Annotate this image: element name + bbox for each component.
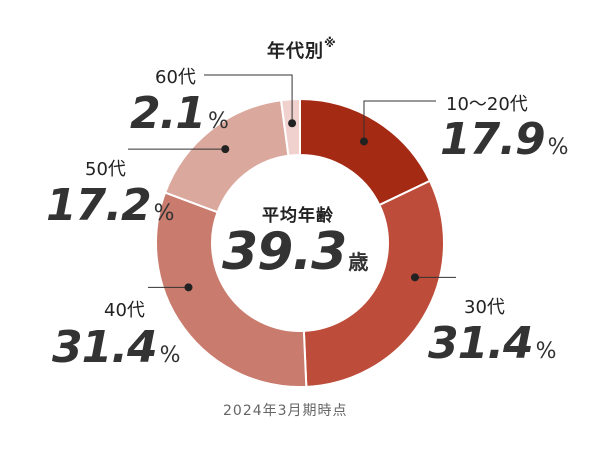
chart-title: 年代別※ xyxy=(267,36,337,62)
value-label-10-20: 17.9% xyxy=(440,114,569,165)
slice-30 xyxy=(302,179,445,388)
leader-dot-40 xyxy=(184,283,193,292)
value-label-30: 31.4% xyxy=(428,318,557,369)
slice-60 xyxy=(279,97,301,157)
value-label-40: 31.4% xyxy=(52,322,181,373)
leader-line-60 xyxy=(204,74,293,124)
category-label-30: 30代 xyxy=(464,297,505,318)
category-label-50: 50代 xyxy=(85,159,126,180)
center-value: 39.3 歳 xyxy=(222,222,369,282)
category-label-60: 60代 xyxy=(155,67,196,88)
leader-dot-60 xyxy=(288,119,297,128)
center-label: 平均年齢 xyxy=(262,206,334,226)
leader-line-10-20 xyxy=(363,100,436,142)
leader-dot-10-20 xyxy=(359,137,368,146)
category-label-10-20: 10〜20代 xyxy=(446,94,528,115)
title-footnote-mark: ※ xyxy=(324,36,337,50)
leader-dot-50 xyxy=(221,145,230,154)
value-label-60: 2.1% xyxy=(130,88,229,139)
slice-40 xyxy=(155,191,308,388)
date-note: 2024年3月期時点 xyxy=(223,403,348,419)
leader-dot-30 xyxy=(410,273,419,282)
category-label-40: 40代 xyxy=(104,300,145,321)
value-label-50: 17.2% xyxy=(46,180,175,231)
